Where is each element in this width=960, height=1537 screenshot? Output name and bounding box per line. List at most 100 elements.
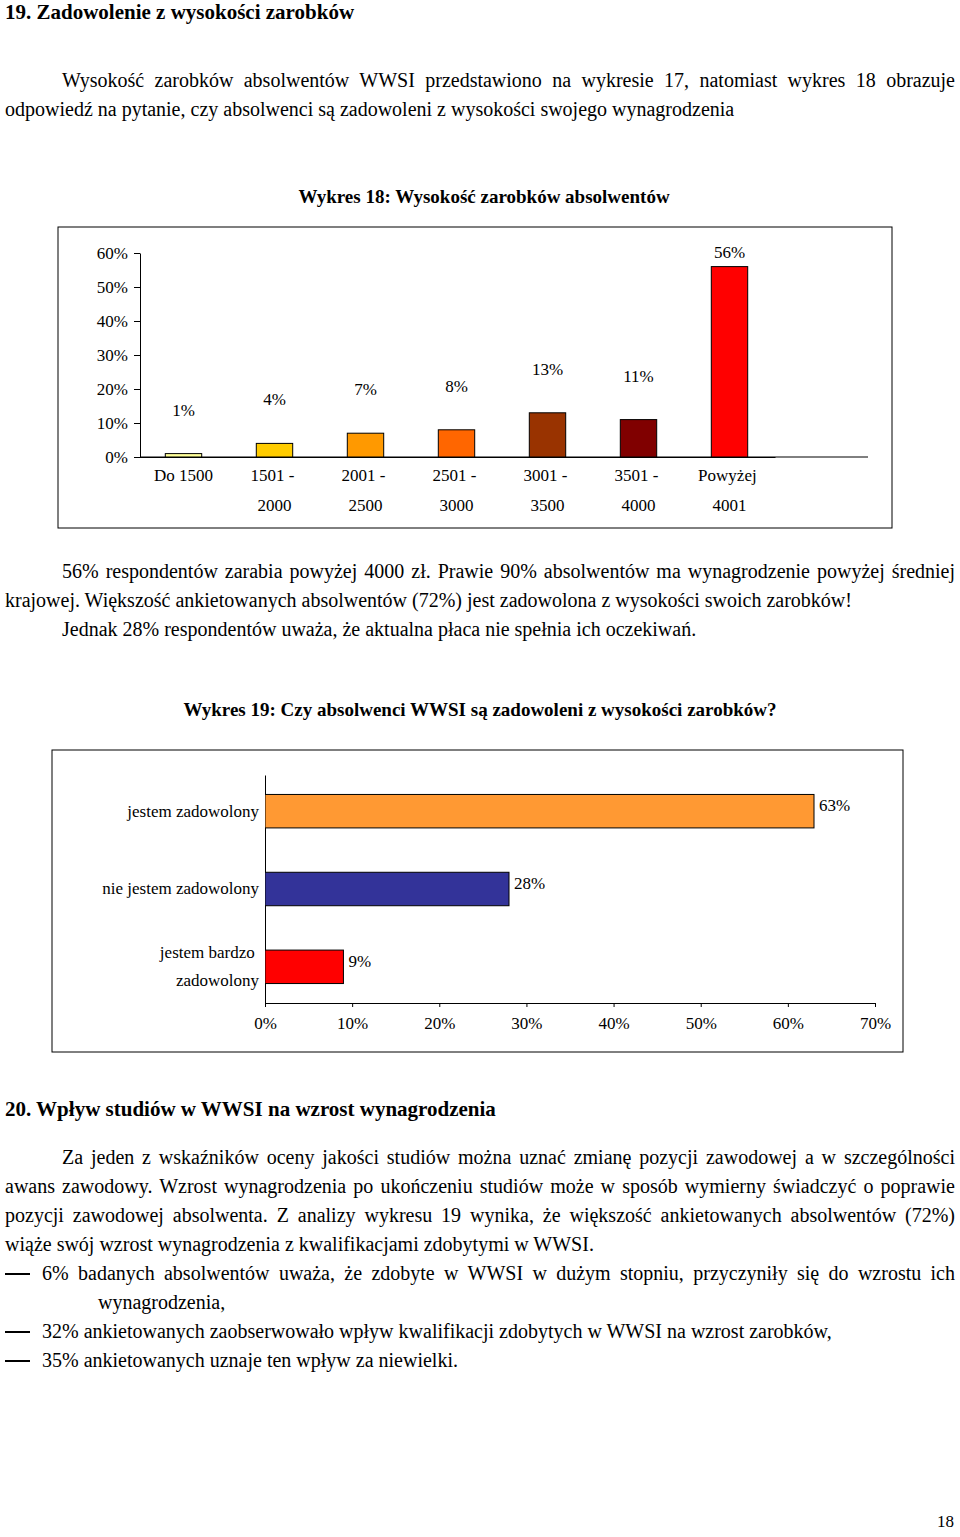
tick-mark [134,389,140,390]
heading: 20. Wpływ studiów w WWSI na wzrost wynag… [5,1097,955,1121]
tick: 60% [97,244,140,263]
data-label: 1% [172,401,195,420]
bullet-text: 32% ankietowanych zaobserwowało wpływ kw… [42,1320,832,1342]
data-label: 9% [348,952,371,971]
bars [265,794,814,983]
tick-label: 3501 - 4000 [614,466,662,515]
bar [438,430,474,457]
tick-label: 40% [97,312,128,331]
chart-title: Wykres 18: Wysokość zarobków absolwentów [298,186,670,207]
chart: Wykres 18: Wysokość zarobków absolwentów… [58,186,892,528]
tick-mark [134,253,140,254]
tick-label: 50% [97,278,128,297]
y-axis: 0% 10% 20% 30% 40% 50% 60% [97,244,141,467]
section-body: Za jeden z wskaźników oceny jakości stud… [5,1143,955,1375]
tick: 30% [97,346,140,365]
tick-mark [439,1003,440,1007]
bar [265,872,509,905]
tick-label: jestem bardzo zadowolony [159,943,260,990]
tick: jestem zadowolony [126,802,259,821]
bar [620,420,656,457]
y-axis: jestem zadowolony nie jestem zadowolony je… [102,776,265,1004]
bar [711,267,747,457]
tick: Do 1500 [154,466,213,485]
bullet-dash [5,1360,30,1362]
heading: 19. Zadowolenie z wysokości zarobków [5,0,955,24]
tick: 0% [254,1003,277,1033]
tick-label: 30% [97,346,128,365]
paragraph: Wysokość zarobków absolwentów WWSI przed… [5,66,955,124]
tick: nie jestem zadowolony [102,879,259,898]
tick-label: 60% [773,1014,804,1033]
tick: 3501 - 4000 [614,466,662,515]
paragraph: 56% respondentów zarabia powyżej 4000 zł… [5,557,955,615]
tick-mark [875,1003,876,1007]
bullet-text: 35% ankietowanych uznaje ten wpływ za ni… [42,1349,458,1371]
tick: 40% [97,312,140,331]
tick-mark [352,1003,353,1007]
tick-label: nie jestem zadowolony [102,879,259,898]
bars [165,267,747,457]
tick: 2501 - 3000 [432,466,480,515]
data-label: 4% [263,390,286,409]
tick-label: 20% [97,380,128,399]
tick-mark [134,287,140,288]
tick-mark [788,1003,789,1007]
tick: 70% [860,1003,891,1033]
axis-line [266,1003,876,1004]
page-number: 18 [937,1512,954,1532]
bar [265,950,343,983]
tick-label: jestem zadowolony [126,802,259,821]
bullet-item: 35% ankietowanych uznaje ten wpływ za ni… [5,1346,955,1375]
tick: 10% [97,414,140,433]
tick-mark [614,1003,615,1007]
tick: 1501 - 2000 [250,466,298,515]
page: Wykres 18: Wysokość zarobków absolwentów… [0,0,960,1537]
x-axis: Do 1500 1501 - 2000 2001 - 2500 2501 - 3000… [139,458,776,515]
tick-label: 70% [860,1014,891,1033]
bullet-text: 6% badanych absolwentów uważa, że zdobyt… [42,1262,955,1313]
tick-mark [134,355,140,356]
chart-title: Wykres 19: Czy absolwenci WWSI są zadowo… [183,699,776,720]
tick-label: Powyżej 4001 [698,466,761,515]
tick-label: 10% [337,1014,368,1033]
tick: 40% [598,1003,629,1033]
bar [347,433,383,457]
paragraph: Jednak 28% respondentów uważa, że aktual… [5,615,955,644]
tick-label: 50% [686,1014,717,1033]
bullet-dash [5,1331,30,1333]
tick-label: 30% [511,1014,542,1033]
tick-label: 2001 - 2500 [341,466,389,515]
tick-mark [701,1003,702,1007]
tick-label: 40% [598,1014,629,1033]
tick: 50% [97,278,140,297]
tick: 0% [105,448,140,467]
tick-label: Do 1500 [154,466,213,485]
x-axis: 0% 10% 20% 30% 40% 50% 60% 70% [254,1003,891,1033]
data-label: 56% [714,243,745,262]
tick-mark [526,1003,527,1007]
tick: 20% [97,380,140,399]
tick-label: 60% [97,244,128,263]
tick: 20% [424,1003,455,1033]
tick-label: 1501 - 2000 [250,466,298,515]
chart-frame [52,750,903,1052]
tick: 50% [686,1003,717,1033]
bar [265,794,814,827]
bullet-item: 6% badanych absolwentów uważa, że zdobyt… [5,1259,955,1317]
tick-mark [134,423,140,424]
tick: 60% [773,1003,804,1033]
data-label: 28% [514,874,545,893]
axis-line [140,254,141,458]
data-label: 11% [623,367,654,386]
tick-label: 0% [105,448,128,467]
data-label: 63% [819,796,850,815]
bar [165,454,201,457]
data-label: 13% [532,360,563,379]
tick-mark [134,321,140,322]
data-label: 8% [445,377,468,396]
paragraph: Za jeden z wskaźników oceny jakości stud… [5,1143,955,1259]
tick: jestem bardzo zadowolony [159,943,260,990]
tick: 3001 - 3500 [523,466,571,515]
data-labels: 63% 28% 9% [348,796,850,971]
